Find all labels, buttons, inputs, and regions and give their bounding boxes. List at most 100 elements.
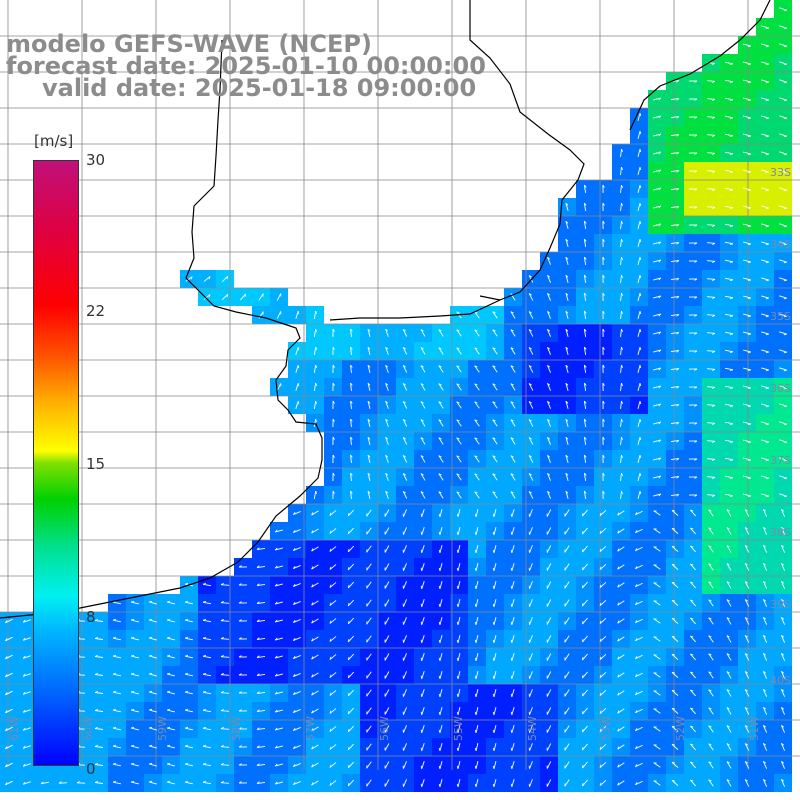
wind-arrow	[384, 527, 390, 535]
wind-arrow-head	[420, 603, 423, 607]
wind-arrow	[510, 455, 516, 463]
wind-arrow-head	[492, 639, 495, 643]
wind-arrow	[347, 761, 355, 769]
wind-arrow-head	[781, 688, 785, 692]
wind-arrow	[366, 545, 372, 553]
wind-arrow	[149, 691, 157, 695]
wind-arrow	[439, 707, 443, 715]
wind-arrow-head	[367, 472, 371, 476]
wind-arrow	[564, 761, 570, 769]
wind-arrow	[726, 707, 732, 715]
wind-arrow	[256, 746, 266, 748]
wind-arrow	[637, 437, 641, 445]
wind-arrow	[653, 475, 661, 479]
wind-arrow-head	[350, 418, 353, 422]
wind-arrow	[475, 779, 479, 787]
wind-arrow-head	[510, 531, 513, 535]
wind-arrow-head	[5, 674, 8, 678]
wind-arrow	[762, 653, 768, 661]
wind-arrow	[202, 601, 212, 605]
wind-arrow	[761, 43, 769, 47]
wind-arrow-head	[5, 620, 8, 624]
wind-arrow-head	[438, 347, 442, 350]
wind-arrow-head	[528, 419, 532, 422]
wind-arrow-head	[438, 455, 442, 458]
wind-arrow	[761, 115, 769, 119]
wind-arrow	[743, 79, 751, 83]
wind-arrow	[724, 367, 734, 371]
wind-arrow	[620, 292, 622, 302]
wind-arrow-head	[420, 639, 423, 643]
wind-arrow	[744, 707, 750, 715]
wind-arrow	[620, 382, 622, 392]
wind-arrow-head	[639, 131, 642, 135]
wind-arrow-head	[783, 333, 787, 336]
wind-arrow	[653, 672, 661, 678]
wind-arrow	[761, 79, 769, 83]
wind-arrow	[565, 419, 569, 427]
wind-arrow-head	[765, 27, 769, 30]
wind-arrow	[367, 437, 371, 445]
wind-arrow	[350, 490, 352, 500]
wind-arrow-head	[635, 566, 638, 570]
wind-arrow-head	[658, 223, 662, 227]
wind-arrow-head	[781, 508, 785, 512]
wind-arrow	[706, 98, 716, 100]
wind-arrow-head	[167, 618, 171, 621]
wind-arrow-head	[510, 747, 513, 751]
wind-arrow	[475, 617, 479, 625]
wind-arrow-head	[315, 328, 318, 333]
wind-arrow-head	[244, 293, 246, 297]
wind-arrow-head	[583, 364, 587, 368]
wind-arrow	[220, 584, 230, 586]
wind-arrow-head	[456, 549, 459, 554]
wind-arrow-head	[729, 297, 734, 300]
wind-arrow	[724, 295, 734, 299]
wind-arrow	[421, 725, 425, 733]
wind-arrow-head	[658, 439, 662, 443]
wind-arrow-head	[765, 441, 769, 444]
wind-arrow	[708, 743, 714, 751]
wind-arrow	[94, 620, 104, 622]
wind-arrow-head	[438, 549, 441, 553]
wind-arrow	[295, 365, 299, 373]
wind-arrow-head	[565, 202, 569, 206]
wind-arrow	[653, 762, 661, 768]
wind-arrow	[529, 779, 533, 787]
wind-arrow-head	[367, 418, 371, 422]
wind-arrow	[529, 545, 533, 553]
wind-arrow	[653, 546, 661, 552]
wind-arrow-head	[238, 601, 242, 604]
wind-arrow-head	[492, 513, 495, 517]
wind-arrow	[744, 563, 750, 571]
wind-arrow-head	[238, 619, 242, 622]
wind-arrow	[689, 779, 697, 787]
wind-arrow	[202, 709, 212, 713]
wind-arrow-head	[311, 746, 314, 750]
wind-arrow-head	[5, 692, 8, 696]
wind-arrow-head	[438, 513, 441, 517]
wind-arrow	[293, 529, 301, 533]
wind-arrow	[293, 673, 301, 677]
wind-arrow-head	[202, 672, 207, 675]
wind-arrow	[635, 546, 643, 552]
wind-arrow	[565, 257, 569, 265]
wind-arrow-head	[385, 400, 389, 404]
wind-arrow	[510, 473, 516, 481]
wind-arrow-head	[420, 711, 423, 715]
wind-arrow	[724, 277, 734, 281]
wind-arrow	[671, 546, 679, 552]
wind-arrow	[637, 257, 641, 265]
wind-arrow-head	[781, 652, 785, 656]
wind-arrow	[706, 296, 716, 298]
colorbar-tick-label: 22	[86, 302, 106, 320]
wind-arrow	[347, 581, 355, 589]
wind-arrow	[762, 635, 768, 643]
wind-arrow-head	[367, 328, 371, 332]
wind-arrow-head	[712, 440, 716, 443]
wind-arrow-head	[149, 600, 153, 603]
wind-arrow	[761, 277, 769, 281]
wind-arrow-head	[602, 274, 605, 278]
wind-arrow	[457, 653, 461, 661]
wind-arrow-head	[311, 728, 314, 732]
